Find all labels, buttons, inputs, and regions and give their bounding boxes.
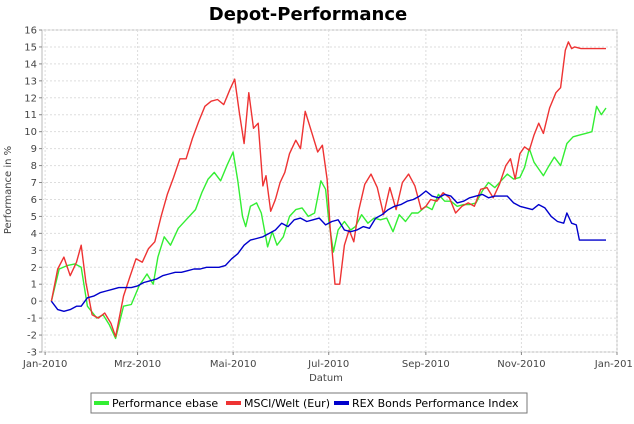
y-tick-label: 7 <box>31 178 37 189</box>
x-tick-label: Jul-2010 <box>307 359 349 370</box>
legend-swatch <box>334 401 349 405</box>
legend-label: Performance ebase <box>112 397 218 410</box>
x-tick-label: Jan-2010 <box>22 359 67 370</box>
y-tick-label: 2 <box>31 263 37 274</box>
y-tick-label: 5 <box>31 212 37 223</box>
series-line-1 <box>50 105 607 340</box>
x-tick-label: Nov-2010 <box>497 359 545 370</box>
y-tick-label: 4 <box>31 229 37 240</box>
y-tick-label: -2 <box>27 331 37 342</box>
legend-swatch <box>226 401 241 405</box>
x-axis-label: Datum <box>309 373 343 384</box>
y-tick-label: 3 <box>31 246 37 257</box>
x-tick-label: Sep-2010 <box>402 359 450 370</box>
x-axis: Jan-2010 Mrz-2010 Mai-2010 Jul-2010 Sep-2010… <box>22 352 634 370</box>
y-tick-label: -3 <box>27 348 37 359</box>
y-tick-label: 15 <box>24 42 37 53</box>
y-tick-label: 0 <box>31 297 37 308</box>
y-tick-label: 14 <box>24 59 37 70</box>
y-tick-label: 1 <box>31 280 37 291</box>
y-tick-label: 16 <box>24 26 37 37</box>
legend-swatch <box>94 401 109 405</box>
y-tick-label: 9 <box>31 144 37 155</box>
chart-title: Depot-Performance <box>209 4 407 25</box>
y-tick-label: -1 <box>27 314 37 325</box>
y-tick-label: 10 <box>24 127 37 138</box>
legend-label: REX Bonds Performance Index <box>352 397 519 410</box>
legend: Performance ebase MSCI/Welt (Eur) REX Bond… <box>90 392 528 414</box>
plot-background <box>41 29 618 353</box>
y-tick-label: 6 <box>31 195 37 206</box>
x-tick-label: Mrz-2010 <box>114 359 161 370</box>
y-tick-label: 12 <box>24 93 37 104</box>
y-tick-label: 8 <box>31 161 37 172</box>
y-tick-label: 11 <box>24 110 37 121</box>
series-line-3 <box>50 190 606 312</box>
legend-box <box>90 392 528 414</box>
legend-label: MSCI/Welt (Eur) <box>244 397 330 410</box>
series-layer <box>50 41 607 340</box>
x-tick-label: Mai-2010 <box>210 359 257 370</box>
x-tick-label: Jan-2011 <box>594 359 634 370</box>
plot-area <box>41 29 618 353</box>
series-line-2 <box>50 41 606 338</box>
y-axis-label: Performance in % <box>3 146 14 234</box>
y-tick-label: 13 <box>24 76 37 87</box>
